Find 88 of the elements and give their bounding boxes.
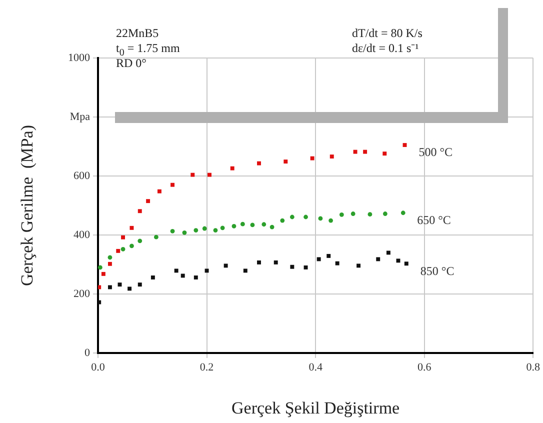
x-tick-label: 0.4	[308, 361, 323, 374]
point	[382, 152, 387, 156]
point	[202, 226, 207, 231]
point	[382, 212, 388, 216]
point	[304, 214, 308, 220]
point	[208, 172, 212, 177]
point	[257, 260, 261, 264]
point	[204, 268, 209, 273]
point	[318, 216, 323, 221]
x-tick-label: 0.6	[417, 361, 432, 374]
y-axis-title: Gerçek Gerilme (MPa)	[18, 125, 37, 286]
point	[128, 286, 132, 291]
point	[138, 209, 142, 214]
point	[98, 285, 102, 290]
y-tick-label: 600	[74, 170, 90, 182]
point	[257, 161, 261, 166]
point	[339, 212, 344, 217]
y-tick-label: 200	[74, 288, 90, 300]
point	[284, 160, 288, 164]
point	[262, 222, 266, 227]
point	[356, 264, 361, 268]
point	[121, 235, 125, 240]
point	[98, 265, 102, 270]
point	[170, 182, 174, 187]
point	[330, 154, 334, 159]
y-tick-label: 1000	[68, 52, 90, 64]
point	[182, 230, 187, 235]
point	[101, 272, 106, 276]
y-tick-label: 400	[74, 228, 90, 241]
point	[170, 228, 175, 234]
series-label: 500 °C	[418, 145, 453, 160]
point	[120, 246, 126, 252]
text: 22MnB5	[116, 26, 159, 41]
point	[270, 224, 274, 230]
point	[404, 262, 408, 266]
point	[146, 199, 150, 204]
point	[304, 265, 308, 270]
point	[224, 264, 228, 268]
point	[326, 254, 331, 258]
point	[274, 260, 278, 264]
point	[213, 228, 218, 232]
point	[335, 261, 340, 266]
point	[130, 244, 134, 248]
point	[240, 222, 245, 226]
text: dε/dt = 0.1 s⁻¹	[352, 41, 419, 56]
point	[350, 212, 356, 216]
point	[150, 276, 155, 280]
point	[310, 156, 314, 160]
x-tick-label: 0.0	[91, 361, 106, 374]
point	[108, 262, 112, 266]
point	[130, 226, 134, 230]
point	[290, 264, 294, 269]
point	[154, 234, 158, 240]
point	[232, 224, 236, 228]
point	[194, 228, 198, 232]
point	[180, 274, 185, 278]
annotation: t$_{0}$ = 1.75 mm	[116, 41, 180, 58]
point	[363, 150, 368, 154]
x-tick-label: 0.2	[200, 361, 214, 374]
point	[400, 210, 406, 216]
point	[230, 166, 234, 170]
point	[108, 255, 112, 260]
text: dT/dt = 80 K/s	[352, 26, 422, 41]
point	[174, 268, 178, 273]
point	[368, 212, 372, 217]
annotation: RD 0°	[116, 56, 146, 71]
point	[138, 238, 142, 244]
x-tick-label: 0.8	[526, 361, 540, 374]
point	[108, 285, 112, 290]
point	[316, 257, 321, 262]
point	[376, 257, 380, 262]
point	[243, 268, 248, 273]
point	[386, 250, 390, 255]
point	[190, 172, 195, 177]
point	[194, 276, 198, 280]
point	[290, 214, 294, 220]
x-axis-title: Gerçek Şekil Değiştirme	[232, 398, 400, 418]
point	[138, 282, 142, 287]
point	[116, 248, 120, 253]
series-label: 850 °C	[420, 264, 454, 278]
point	[220, 226, 225, 230]
y-tick-label: Mpa	[70, 110, 90, 123]
series-label: 650 °C	[417, 213, 451, 228]
point	[328, 218, 333, 223]
y-tick-label: 0	[84, 346, 90, 359]
point	[280, 218, 285, 223]
point	[250, 222, 255, 228]
point	[157, 189, 162, 194]
